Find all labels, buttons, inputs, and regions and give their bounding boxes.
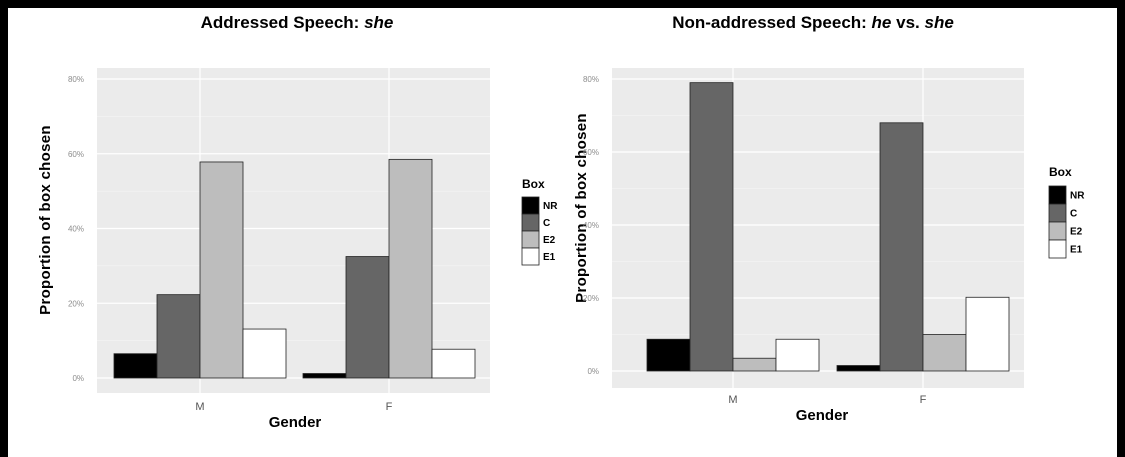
legend-key-c bbox=[1048, 203, 1067, 223]
legend-label-c: C bbox=[1070, 209, 1077, 220]
y-tick-label: 60% bbox=[583, 148, 599, 157]
legend-title: Box bbox=[522, 177, 545, 191]
legend-key-nr bbox=[521, 196, 540, 215]
bar-e1-f bbox=[965, 296, 1010, 372]
legend-label-nr: NR bbox=[543, 201, 558, 212]
legend-label-e1: E1 bbox=[543, 252, 556, 263]
legend-label-nr: NR bbox=[1070, 191, 1085, 202]
bar-e2-f bbox=[388, 158, 433, 379]
y-axis-label: Proportion of box chosen bbox=[37, 125, 54, 315]
bar-nr-m bbox=[113, 353, 158, 379]
y-tick-label: 20% bbox=[68, 299, 84, 308]
bar-e1-m bbox=[242, 328, 287, 379]
legend-label-e2: E2 bbox=[1070, 227, 1083, 238]
legend-key-c bbox=[521, 213, 540, 232]
x-tick-label: M bbox=[728, 394, 737, 406]
bar-c-m bbox=[689, 82, 734, 372]
chart-non-addressed-speech: Non-addressed Speech: he vs. she Proport… bbox=[573, 13, 1085, 424]
bar-e2-m bbox=[199, 161, 244, 379]
legend-title: Box bbox=[1049, 165, 1072, 179]
x-axis-label: Gender bbox=[269, 414, 322, 431]
bar-e1-m bbox=[775, 338, 820, 372]
bar-e2-m bbox=[732, 357, 777, 372]
legend-key-nr bbox=[1048, 185, 1067, 205]
bar-e2-f bbox=[922, 334, 967, 372]
y-tick-label: 60% bbox=[68, 150, 84, 159]
legend-label-c: C bbox=[543, 218, 550, 229]
legend-label-e2: E2 bbox=[543, 235, 556, 246]
x-tick-label: F bbox=[920, 394, 927, 406]
bar-nr-m bbox=[646, 338, 691, 372]
y-tick-label: 80% bbox=[583, 75, 599, 84]
bar-c-m bbox=[156, 294, 201, 379]
y-tick-label: 40% bbox=[583, 221, 599, 230]
x-axis-label: Gender bbox=[796, 407, 849, 424]
bar-nr-f bbox=[836, 365, 881, 372]
legend-key-e1 bbox=[521, 247, 540, 266]
bar-nr-f bbox=[302, 373, 347, 379]
legend-label-e1: E1 bbox=[1070, 245, 1083, 256]
y-tick-label: 0% bbox=[587, 367, 599, 376]
bar-e1-f bbox=[431, 348, 476, 379]
bar-c-f bbox=[879, 122, 924, 372]
y-tick-label: 20% bbox=[583, 294, 599, 303]
y-tick-label: 80% bbox=[68, 75, 84, 84]
legend-key-e2 bbox=[521, 230, 540, 249]
legend-key-e2 bbox=[1048, 221, 1067, 241]
x-tick-label: F bbox=[386, 401, 393, 413]
chart-title: Non-addressed Speech: he vs. she bbox=[672, 13, 954, 32]
bar-c-f bbox=[345, 256, 390, 379]
x-tick-label: M bbox=[195, 401, 204, 413]
chart-title: Addressed Speech: she bbox=[201, 13, 394, 32]
y-tick-label: 40% bbox=[68, 225, 84, 234]
y-axis-label: Proportion of box chosen bbox=[573, 113, 590, 303]
legend-key-e1 bbox=[1048, 239, 1067, 259]
y-tick-label: 0% bbox=[72, 374, 84, 383]
chart-addressed-speech: Addressed Speech: she Proportion of box … bbox=[37, 13, 558, 431]
